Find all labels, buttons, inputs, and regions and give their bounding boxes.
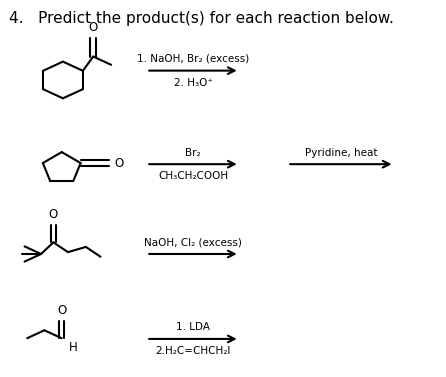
Text: O: O <box>57 304 66 317</box>
Text: 2. H₃O⁺: 2. H₃O⁺ <box>173 78 212 88</box>
Text: Br₂: Br₂ <box>185 148 201 158</box>
Text: 2.H₂C=CHCH₂I: 2.H₂C=CHCH₂I <box>155 346 231 356</box>
Text: O: O <box>89 21 98 34</box>
Text: H: H <box>69 341 78 354</box>
Text: NaOH, Cl₂ (excess): NaOH, Cl₂ (excess) <box>144 238 242 248</box>
Text: 4.   Predict the product(s) for each reaction below.: 4. Predict the product(s) for each react… <box>9 11 394 26</box>
Text: Pyridine, heat: Pyridine, heat <box>305 148 377 158</box>
Text: 1. NaOH, Br₂ (excess): 1. NaOH, Br₂ (excess) <box>137 53 249 63</box>
Text: CH₃CH₂COOH: CH₃CH₂COOH <box>158 171 228 181</box>
Text: O: O <box>49 208 58 221</box>
Text: O: O <box>115 156 124 170</box>
Text: 1. LDA: 1. LDA <box>176 322 210 332</box>
